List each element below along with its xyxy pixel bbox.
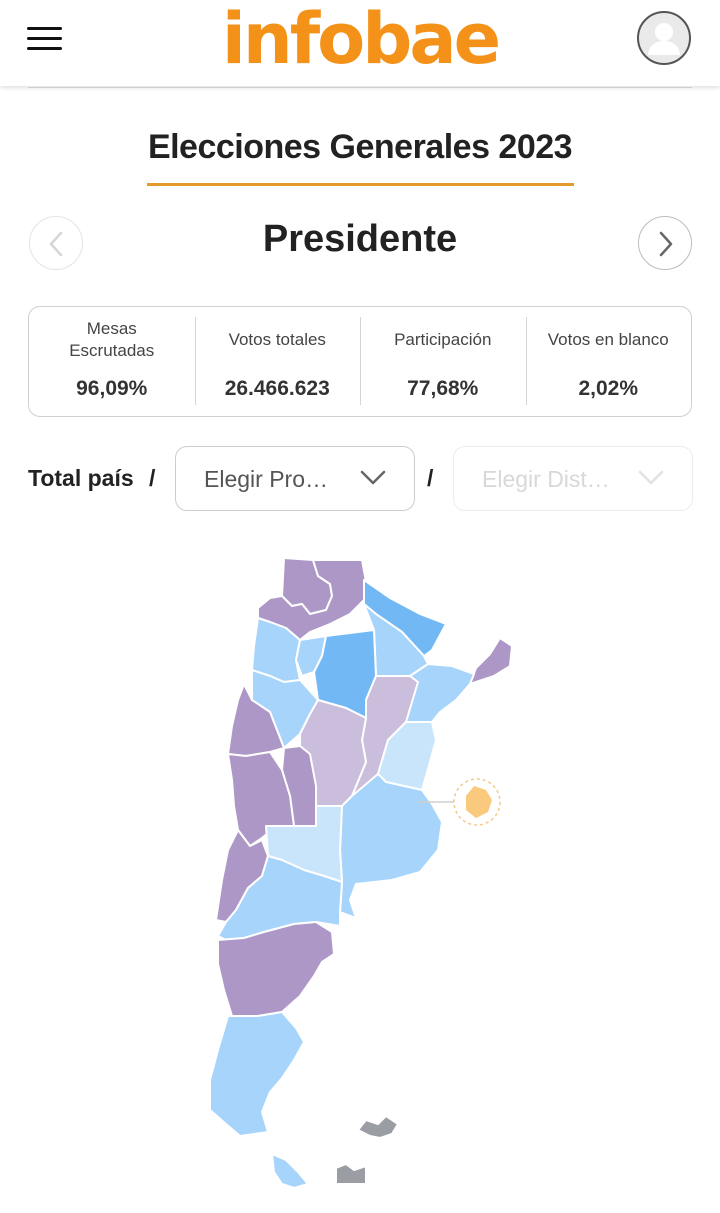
argentina-results-map [209,557,513,1189]
province-buenos-aires[interactable] [339,773,443,919]
previous-office-button[interactable] [29,216,83,270]
stat-votos-en-blanco: Votos en blanco 2,02% [525,307,692,416]
user-avatar-icon[interactable] [637,11,691,65]
chevron-down-icon [638,470,664,485]
breadcrumb-separator: / [149,465,156,491]
stat-label: Participación [394,330,492,349]
hamburger-icon[interactable] [24,22,66,56]
scope-label[interactable]: Total país [28,465,134,491]
stat-value: 26.466.623 [224,377,330,400]
district-select[interactable]: Elegir Dist… [453,446,693,511]
province-misiones[interactable] [469,637,513,685]
province-tierra-del-fuego[interactable] [271,1153,309,1189]
stat-votos-totales: Votos totales 26.466.623 [194,307,361,416]
province-salta[interactable] [257,559,367,641]
breadcrumb-separator: / [427,465,434,491]
page-title: Elecciones Generales 2023 [147,128,573,166]
stat-participacion: Participación 77,68% [360,307,526,416]
stat-label: Votos totales [228,330,326,349]
islas-malvinas[interactable] [357,1115,399,1139]
stat-mesas-escrutadas: Mesas Escrutadas 96,09% [29,307,195,416]
province-santa-cruz[interactable] [209,1011,305,1137]
title-underline [147,183,574,186]
antarctic-territory[interactable] [335,1163,367,1185]
province-select[interactable]: Elegir Pro… [175,446,415,511]
stat-label: Mesas Escrutadas [69,319,155,360]
chevron-down-icon [360,470,386,485]
caba-inset[interactable] [418,778,501,826]
top-bar: infobae [0,0,720,86]
stat-value: 96,09% [76,377,148,400]
header-divider [28,87,692,88]
stat-value: 2,02% [578,377,639,400]
province-select-value: Elegir Pro… [204,466,328,492]
stat-value: 77,68% [407,377,479,400]
results-summary: Mesas Escrutadas 96,09% Votos totales 26… [28,306,692,417]
stat-label: Votos en blanco [547,330,669,349]
chevron-right-icon [659,231,673,257]
province-corrientes[interactable] [405,663,475,723]
next-office-button[interactable] [638,216,692,270]
chevron-left-icon [49,231,63,257]
office-title: Presidente [262,218,458,260]
province-chubut[interactable] [217,921,335,1017]
infobae-logo[interactable]: infobae [221,0,501,80]
district-select-value: Elegir Dist… [482,466,610,492]
